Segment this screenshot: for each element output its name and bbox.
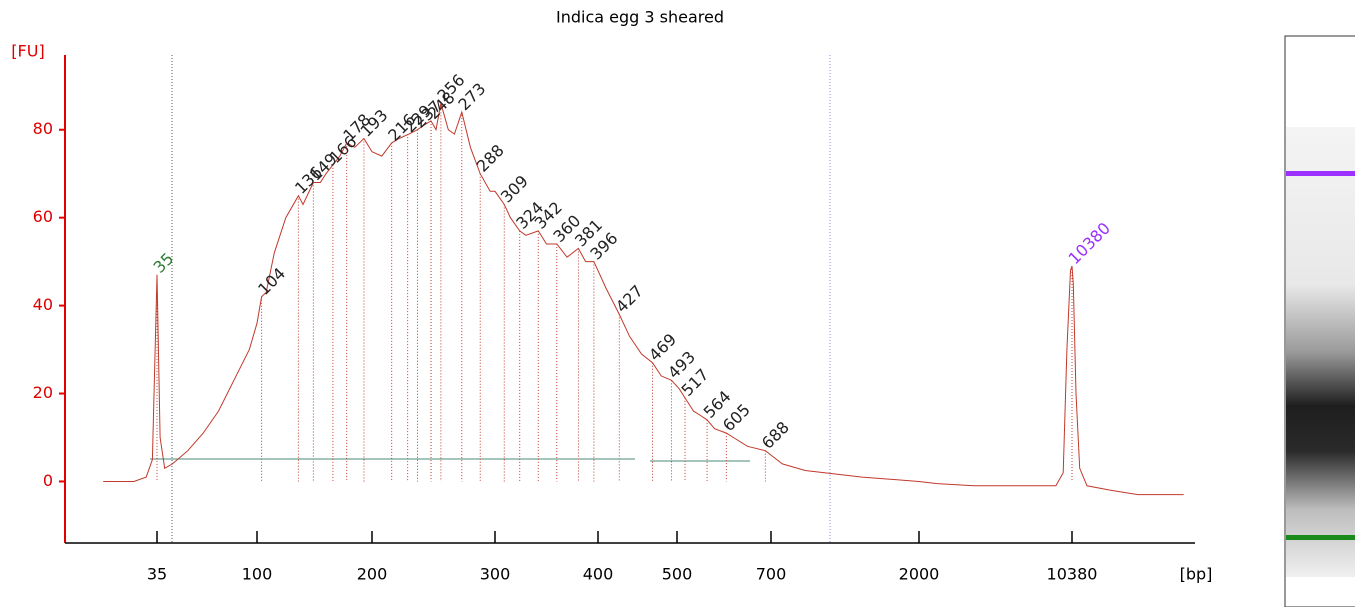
peak-label: 688 (758, 418, 793, 453)
y-tick-label: 40 (33, 295, 53, 314)
y-tick-label: 20 (33, 383, 53, 402)
x-tick-label: 2000 (899, 565, 940, 584)
lower-marker-band (1286, 535, 1355, 540)
x-tick-label: 200 (357, 565, 388, 584)
peak-label: 288 (473, 141, 508, 176)
x-tick-label: 400 (583, 565, 614, 584)
x-axis-label: [bp] (1180, 565, 1213, 584)
x-tick-label: 700 (756, 565, 787, 584)
x-tick-label: 100 (242, 565, 273, 584)
gel-lane (1284, 35, 1355, 608)
peak-label: 104 (254, 264, 289, 299)
y-tick-label: 80 (33, 119, 53, 138)
upper-marker-band (1286, 171, 1355, 176)
x-tick-label: 500 (662, 565, 693, 584)
y-tick-label: 0 (43, 471, 53, 490)
x-tick-label: 10380 (1047, 565, 1098, 584)
y-axis-label: [FU] (11, 42, 44, 61)
trace (103, 103, 1184, 496)
x-tick-label: 35 (147, 565, 167, 584)
peak-label: 10380 (1065, 219, 1114, 268)
x-tick-label: 300 (480, 565, 511, 584)
y-tick-label: 60 (33, 207, 53, 226)
chart-title: Indica egg 3 sheared (556, 8, 724, 27)
gel-band-area (1286, 127, 1355, 577)
peak-label: 35 (150, 249, 178, 277)
